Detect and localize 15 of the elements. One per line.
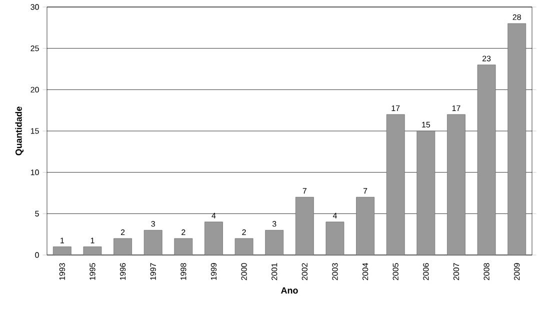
- x-axis-title: Ano: [281, 287, 298, 294]
- bar: [326, 222, 344, 255]
- bar: [144, 230, 162, 255]
- bar: [174, 238, 192, 255]
- bar: [508, 23, 526, 255]
- bar: [447, 114, 466, 255]
- bar: [356, 197, 374, 255]
- y-axis-title: Quantidade: [15, 106, 24, 156]
- bar: [296, 197, 314, 255]
- bar: [416, 131, 435, 255]
- bar: [114, 238, 132, 255]
- bar: [265, 230, 284, 255]
- bar: [386, 114, 405, 255]
- bar: [478, 64, 496, 255]
- bar: [204, 222, 223, 255]
